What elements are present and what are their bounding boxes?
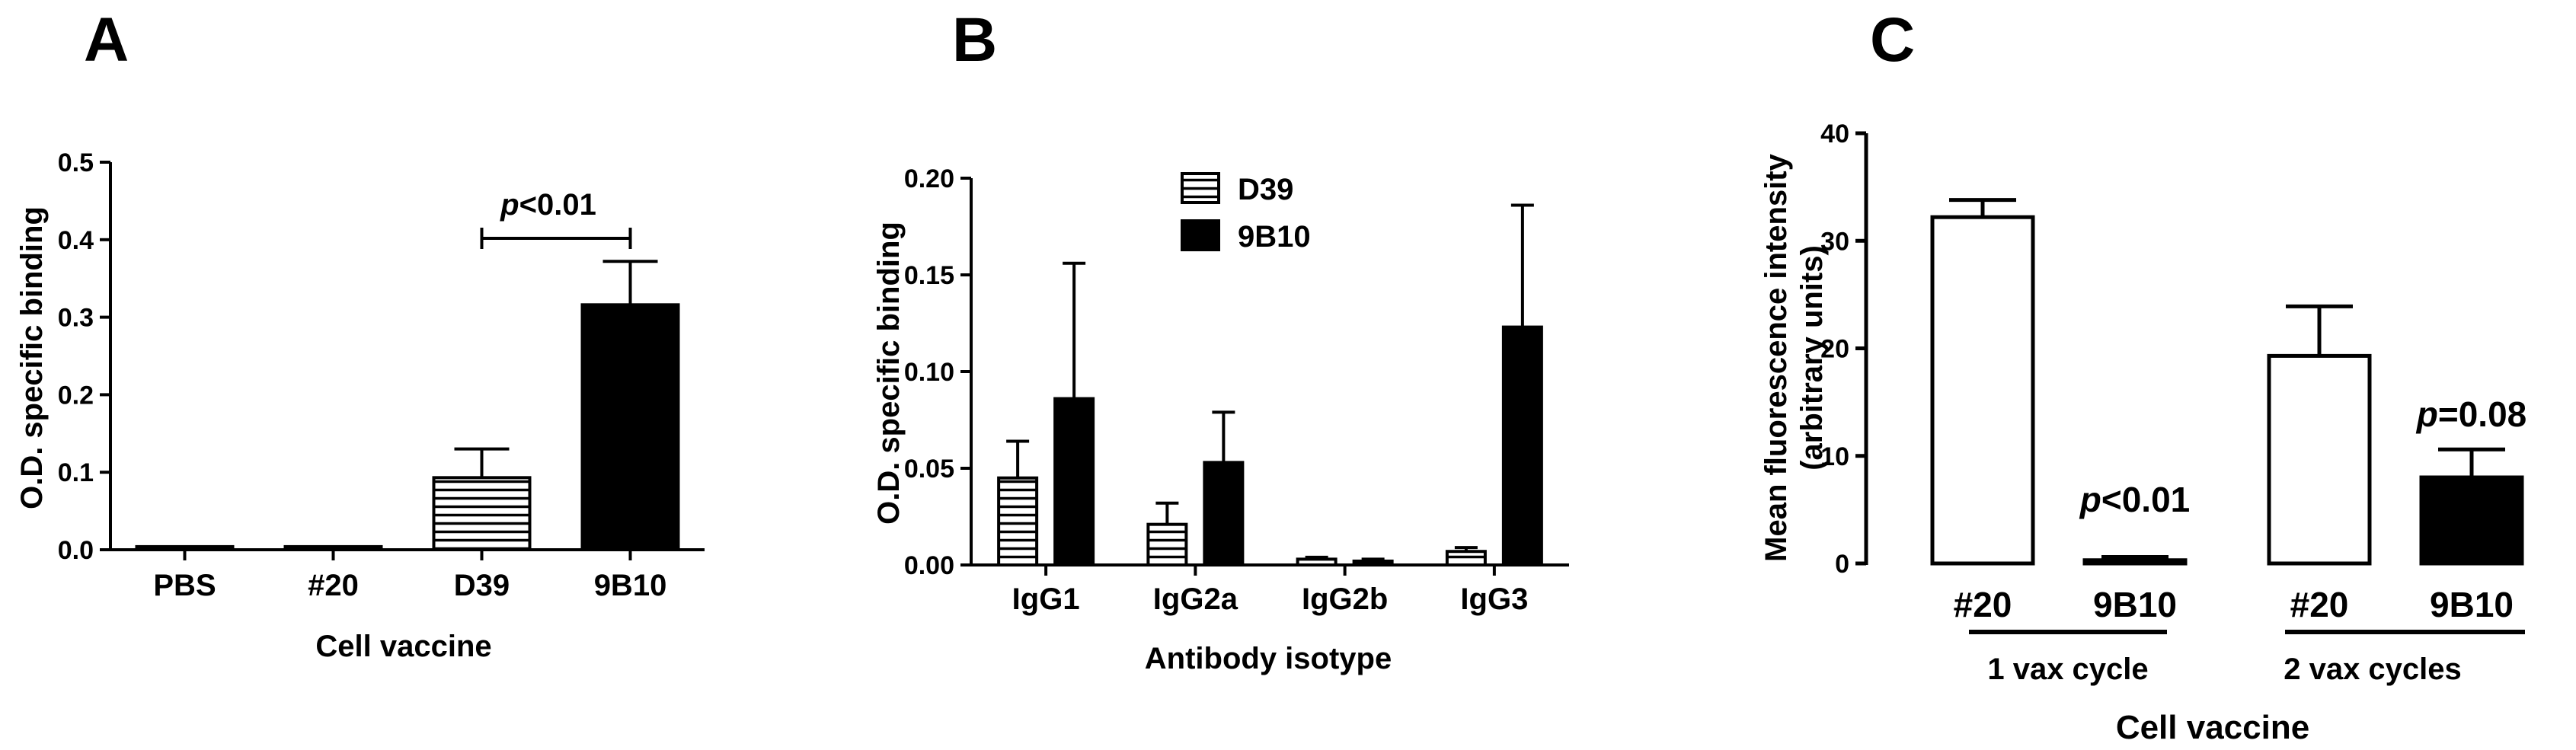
panel-b-x-tick-label: IgG1: [1012, 582, 1080, 616]
panel-label-c: C: [1870, 5, 1915, 75]
panel-c-x-tick-label: #20: [2290, 585, 2349, 624]
panel-c-y-tick-label: 20: [1820, 335, 1849, 364]
panel-c-p-symbol-1: p: [2079, 480, 2101, 519]
panel-a-y-tick-label: 0.2: [58, 381, 94, 410]
panel-b-y-tick-label: 0.00: [904, 551, 954, 580]
panel-c-bar: [2267, 353, 2372, 566]
panel-c-group-label-2: 2 vax cycles: [2284, 653, 2462, 686]
legend-label-9b10: 9B10: [1238, 220, 1311, 254]
panel-c-group-label-1: 1 vax cycle: [1987, 653, 2148, 686]
panel-c-y-tick-label: 10: [1820, 442, 1849, 471]
panel-a-bar: [283, 544, 383, 551]
panel-a-y-tick-label: 0.5: [58, 148, 94, 177]
panel-a-y-tick-label: 0.0: [58, 536, 94, 565]
panel-a-bar: [135, 544, 235, 551]
panel-b-x-tick-label: IgG2b: [1302, 582, 1388, 616]
panel-b-y-tick-label: 0.15: [904, 261, 954, 290]
panel-a-x-tick-label: PBS: [153, 569, 216, 602]
panel-c-y-tick-label: 40: [1820, 120, 1849, 148]
panel-a-p-value: p<0.01: [500, 188, 596, 222]
panel-c-p-symbol-2: p: [2415, 394, 2438, 434]
panel-b-bar-d39: [1445, 550, 1487, 566]
panel-b-y-tick-label: 0.20: [904, 164, 954, 193]
panel-a-x-axis-label: Cell vaccine: [315, 630, 491, 663]
panel-c-bar: [1930, 215, 2035, 566]
panel-c-y-tick-label: 0: [1835, 550, 1849, 579]
panel-b-y-tick-label: 0.10: [904, 358, 954, 387]
panel-a-y-tick-label: 0.1: [58, 458, 94, 487]
panel-a-x-tick-label: #20: [308, 569, 359, 602]
panel-a-x-tick-label: D39: [454, 569, 510, 602]
panel-a-bar: [432, 476, 532, 551]
panel-c-x-tick-label: #20: [1954, 585, 2012, 624]
panel-b-x-tick-label: IgG2a: [1153, 582, 1238, 616]
panel-c-p-rest-1: <0.01: [2101, 480, 2190, 519]
panel-a-x-tick-label: 9B10: [594, 569, 667, 602]
panel-c-p-rest-2: =0.08: [2438, 394, 2526, 434]
panel-b-bar-9b10: [1053, 397, 1095, 566]
panel-b-x-tick-label: IgG3: [1460, 582, 1528, 616]
panel-c-x-tick-label: 9B10: [2093, 585, 2177, 624]
panel-c-bar: [2419, 475, 2524, 566]
panel-c-y-axis-label-line1: Mean fluorescence intensity: [1759, 153, 1793, 561]
panel-a-p-rest: <0.01: [519, 188, 596, 222]
panel-a-y-axis-label: O.D. specific binding: [15, 206, 49, 509]
panel-label-b: B: [952, 5, 997, 75]
panel-c-y-axis-label-line2: (arbitrary units): [1795, 245, 1829, 471]
panel-c-bar: [2082, 558, 2188, 566]
panel-a-p-symbol: p: [500, 188, 519, 222]
legend-label-d39: D39: [1238, 173, 1293, 206]
panel-b-bar-9b10: [1501, 325, 1543, 566]
panel-b-y-tick-label: 0.05: [904, 455, 954, 484]
panel-b-bar-d39: [1146, 522, 1188, 566]
panel-label-a: A: [84, 5, 129, 75]
panel-b-bar-9b10: [1352, 559, 1394, 566]
panel-c-y-tick-label: 30: [1820, 227, 1849, 256]
panel-c-x-tick-label: 9B10: [2430, 585, 2514, 624]
panel-c-p-value-2: p=0.08: [2415, 394, 2527, 434]
panel-a-bar: [580, 303, 680, 551]
legend-swatch-d39: [1181, 172, 1220, 204]
chart-marks: 0.0 0.1 0.2 0.3 0.4 0.5 PBS #20 D39 9B10 0.00 0.05 0…: [58, 120, 2525, 634]
panel-b-x-axis-label: Antibody isotype: [1145, 642, 1392, 675]
panel-b-bar-d39: [997, 476, 1039, 567]
panel-b-y-axis-label: O.D. specific binding: [872, 222, 906, 525]
panel-c-x-axis-label: Cell vaccine: [2116, 709, 2309, 746]
panel-b-bar-d39: [1296, 557, 1338, 567]
panel-c-p-value-1: p<0.01: [2079, 480, 2191, 519]
panel-a-y-tick-label: 0.3: [58, 304, 94, 333]
legend-swatch-9b10: [1181, 219, 1220, 251]
panel-b-bar-9b10: [1203, 461, 1245, 566]
panel-a-y-tick-label: 0.4: [58, 226, 94, 255]
